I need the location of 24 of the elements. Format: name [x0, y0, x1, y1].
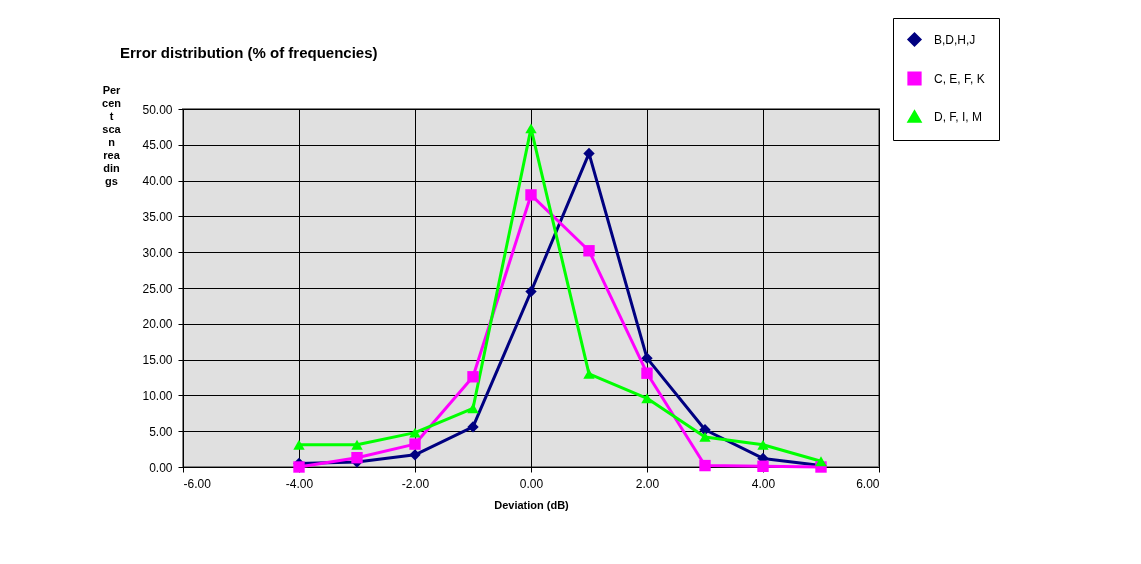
y-tick-label: 15.00 — [142, 353, 173, 368]
chart-title: Error distribution (% of frequencies) — [120, 44, 378, 61]
legend-label: C, E, F, K — [934, 71, 985, 86]
y-tick-label: 50.00 — [142, 102, 173, 117]
y-axis-title: Percent scan readings — [102, 83, 122, 187]
legend-label: D, F, I, M — [934, 109, 982, 124]
y-tick-label: 25.00 — [142, 281, 173, 296]
y-tick-label: 45.00 — [142, 138, 173, 153]
legend-label: B,D,H,J — [934, 32, 976, 47]
x-tick-label: 0.00 — [519, 476, 544, 491]
x-tick-label: -6.00 — [183, 476, 212, 491]
y-tick-label: 30.00 — [142, 245, 173, 260]
y-tick-label: 20.00 — [142, 317, 173, 332]
x-tick-label: 4.00 — [751, 476, 776, 491]
x-tick-label: 2.00 — [635, 476, 660, 491]
x-tick-label: 6.00 — [856, 476, 880, 491]
y-tick-label: 10.00 — [142, 388, 173, 403]
x-tick-label: -2.00 — [401, 476, 430, 491]
y-tick-label: 5.00 — [149, 424, 173, 439]
y-tick-label: 35.00 — [142, 209, 173, 224]
x-axis-title: Deviation (dB) — [494, 498, 570, 511]
x-tick-label: -4.00 — [285, 476, 314, 491]
y-tick-label: 40.00 — [142, 174, 173, 189]
y-tick-label: 0.00 — [149, 460, 173, 475]
